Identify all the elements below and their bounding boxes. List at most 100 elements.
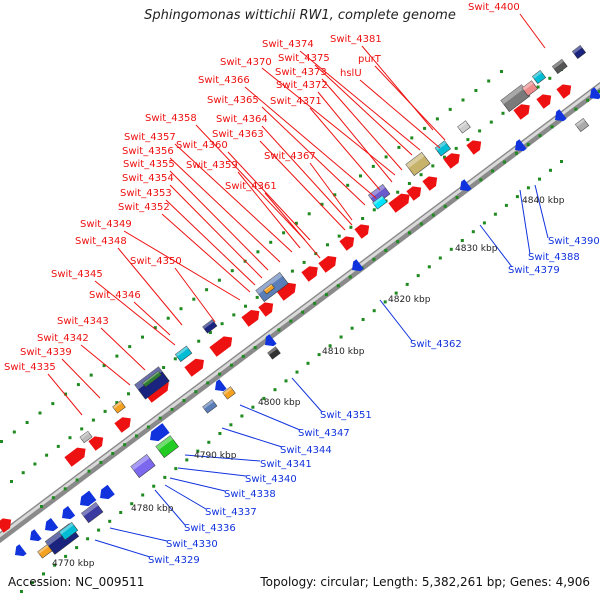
- gene-label[interactable]: Swit_4365: [207, 95, 259, 106]
- reverse-gene-arrow[interactable]: [96, 484, 115, 503]
- gene-box-orange[interactable]: [263, 283, 275, 295]
- gene-label[interactable]: Swit_4374: [262, 39, 314, 50]
- gene-label[interactable]: Swit_4357: [124, 132, 176, 143]
- gene-label[interactable]: Swit_4354: [122, 173, 174, 184]
- gene-box-grey[interactable]: [79, 430, 93, 444]
- gene-label[interactable]: Swit_4355: [123, 159, 175, 170]
- gene-box-steel[interactable]: [202, 399, 218, 414]
- reverse-gene-arrow[interactable]: [211, 379, 227, 395]
- gene-label[interactable]: Swit_4352: [118, 202, 170, 213]
- forward-gene-arrow[interactable]: [88, 433, 106, 451]
- forward-gene-arrow[interactable]: [443, 150, 463, 169]
- gene-label[interactable]: Swit_4362: [410, 339, 462, 350]
- reverse-gene-arrow[interactable]: [26, 529, 42, 545]
- gene-label[interactable]: Swit_4366: [198, 75, 250, 86]
- reverse-gene-arrow[interactable]: [41, 517, 59, 535]
- gene-label[interactable]: Swit_4336: [184, 523, 236, 534]
- forward-gene-arrow[interactable]: [209, 333, 235, 357]
- gene-label[interactable]: Swit_4390: [548, 236, 600, 247]
- gene-label[interactable]: Swit_4370: [220, 57, 272, 68]
- gene-box-grey[interactable]: [457, 120, 471, 134]
- gene-box-cyan[interactable]: [434, 140, 451, 157]
- forward-gene-arrow[interactable]: [406, 183, 424, 201]
- forward-gene-arrow[interactable]: [241, 306, 263, 327]
- gene-label[interactable]: Swit_4350: [130, 256, 182, 267]
- gene-box-dark[interactable]: [551, 58, 568, 74]
- forward-gene-arrow[interactable]: [354, 221, 372, 239]
- gene-box-orange[interactable]: [112, 400, 126, 414]
- gene-label[interactable]: Swit_4348: [75, 236, 127, 247]
- gene-label[interactable]: Swit_4359: [186, 160, 238, 171]
- gene-label[interactable]: hslU: [340, 68, 362, 79]
- gene-label[interactable]: Swit_4346: [89, 290, 141, 301]
- gene-label[interactable]: Swit_4367: [264, 151, 316, 162]
- gene-label[interactable]: Swit_4338: [224, 489, 276, 500]
- gene-label[interactable]: Swit_4400: [468, 2, 520, 13]
- forward-gene-arrow[interactable]: [301, 263, 321, 282]
- reverse-gene-arrow[interactable]: [551, 109, 567, 125]
- gene-label[interactable]: Swit_4363: [212, 129, 264, 140]
- gene-box-navy[interactable]: [571, 45, 587, 59]
- gene-box-khaki[interactable]: [405, 152, 431, 176]
- gene-label[interactable]: Swit_4360: [176, 140, 228, 151]
- forward-gene-arrow[interactable]: [64, 444, 89, 467]
- gene-label[interactable]: Swit_4345: [51, 269, 103, 280]
- reverse-gene-arrow[interactable]: [146, 423, 170, 445]
- gene-label[interactable]: Swit_4353: [120, 188, 172, 199]
- forward-gene-arrow[interactable]: [339, 233, 357, 251]
- forward-gene-arrow[interactable]: [513, 101, 533, 120]
- gene-label[interactable]: Swit_4388: [528, 252, 580, 263]
- gene-label[interactable]: Swit_4340: [245, 474, 297, 485]
- reverse-gene-arrow[interactable]: [456, 179, 472, 195]
- gene-box-green[interactable]: [155, 435, 179, 458]
- gene-box-blue[interactable]: [81, 502, 104, 524]
- forward-gene-arrow[interactable]: [276, 279, 299, 301]
- forward-gene-arrow[interactable]: [318, 252, 340, 273]
- reverse-gene-arrow[interactable]: [58, 505, 76, 523]
- gene-label[interactable]: Swit_4364: [216, 114, 268, 125]
- gene-box-cyan[interactable]: [531, 70, 547, 84]
- gene-label[interactable]: Swit_4381: [330, 34, 382, 45]
- forward-gene-arrow[interactable]: [556, 81, 574, 99]
- forward-gene-arrow[interactable]: [258, 299, 276, 317]
- forward-gene-arrow[interactable]: [422, 173, 440, 191]
- forward-gene-arrow[interactable]: [184, 355, 207, 377]
- gene-box-dark[interactable]: [267, 346, 281, 360]
- gene-label[interactable]: Swit_4339: [20, 347, 72, 358]
- gene-label[interactable]: purT: [358, 54, 382, 65]
- gene-box-green[interactable]: [142, 370, 162, 388]
- gene-box-orange[interactable]: [222, 386, 236, 400]
- gene-box-cyan[interactable]: [58, 522, 79, 541]
- gene-label[interactable]: Swit_4349: [80, 219, 132, 230]
- reverse-gene-arrow[interactable]: [586, 87, 600, 103]
- forward-gene-arrow[interactable]: [0, 515, 15, 533]
- gene-box-pink[interactable]: [521, 80, 538, 97]
- gene-label[interactable]: Swit_4337: [205, 507, 257, 518]
- forward-gene-arrow[interactable]: [388, 190, 413, 213]
- gene-label[interactable]: Swit_4372: [276, 80, 328, 91]
- gene-label[interactable]: Swit_4342: [37, 333, 89, 344]
- gene-label[interactable]: Swit_4341: [260, 459, 312, 470]
- reverse-gene-arrow[interactable]: [11, 544, 27, 560]
- gene-label[interactable]: Swit_4351: [320, 410, 372, 421]
- reverse-gene-arrow[interactable]: [348, 259, 364, 275]
- gene-box-grey[interactable]: [574, 118, 590, 132]
- forward-gene-arrow[interactable]: [144, 378, 172, 403]
- gene-box-cyan[interactable]: [174, 345, 193, 362]
- gene-label[interactable]: Swit_4375: [278, 53, 330, 64]
- gene-label[interactable]: Swit_4344: [280, 445, 332, 456]
- gene-label[interactable]: Swit_4379: [508, 265, 560, 276]
- gene-label[interactable]: Swit_4361: [225, 181, 277, 192]
- gene-label[interactable]: Swit_4371: [270, 96, 322, 107]
- reverse-gene-arrow[interactable]: [261, 334, 277, 350]
- gene-label[interactable]: Swit_4358: [145, 113, 197, 124]
- gene-box-grey[interactable]: [500, 84, 531, 112]
- gene-box-cyan[interactable]: [372, 195, 388, 210]
- gene-label[interactable]: Swit_4343: [57, 316, 109, 327]
- gene-box-navy[interactable]: [134, 366, 170, 400]
- forward-gene-arrow[interactable]: [536, 91, 554, 109]
- gene-label[interactable]: Swit_4335: [4, 362, 56, 373]
- gene-box-navy[interactable]: [202, 319, 218, 334]
- forward-gene-arrow[interactable]: [466, 137, 484, 155]
- reverse-gene-arrow[interactable]: [511, 139, 527, 155]
